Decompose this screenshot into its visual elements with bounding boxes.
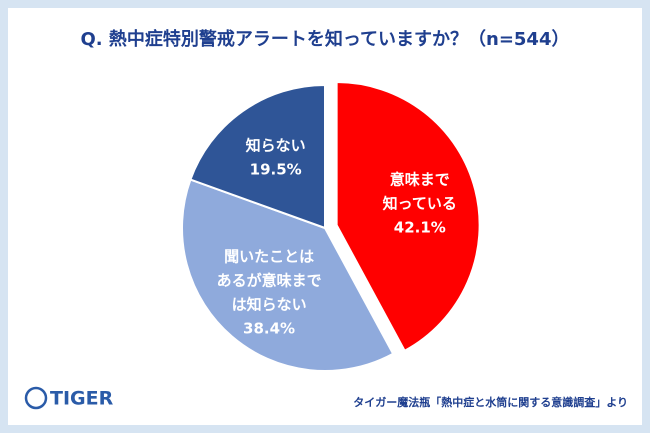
value-label: 42.1% bbox=[394, 218, 446, 236]
slice-label: あるが意味まで bbox=[217, 272, 322, 290]
value-label: 19.5% bbox=[250, 160, 302, 178]
pie-slice bbox=[189, 83, 326, 230]
slice-label: 知らない bbox=[246, 136, 306, 154]
slice-label: は知らない bbox=[232, 296, 307, 314]
slice-label: 意味まで bbox=[390, 170, 450, 188]
chart-title: Q. 熱中症特別警戒アラートを知っていますか？（n=544） bbox=[81, 28, 570, 50]
value-label: 38.4% bbox=[243, 320, 295, 338]
slice-label: 知っている bbox=[383, 194, 457, 212]
slice-label: 聞いたことは bbox=[224, 248, 314, 266]
logo-text: TIGER bbox=[50, 388, 114, 410]
pie-slice bbox=[181, 178, 395, 372]
pie-slice bbox=[335, 81, 481, 353]
source: タイガー魔法瓶「熱中症と水筒に関する意識調査」より bbox=[353, 395, 628, 409]
logo-icon bbox=[24, 386, 48, 410]
logo: TIGER bbox=[24, 386, 114, 410]
